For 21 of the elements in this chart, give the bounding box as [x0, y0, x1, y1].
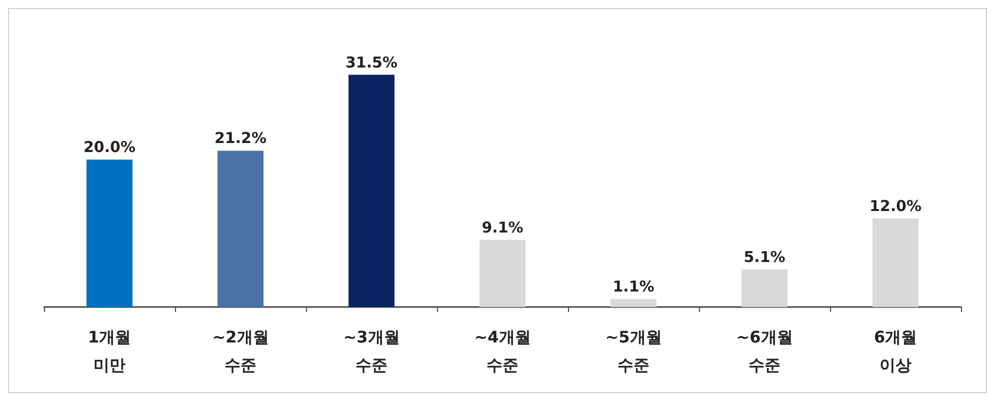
data-label: 12.0% [869, 197, 922, 216]
data-label: 20.0% [83, 138, 136, 156]
bar [480, 240, 526, 307]
bar [872, 218, 918, 307]
x-tick-label: ~3개월 수준 [343, 328, 400, 374]
bar [348, 74, 394, 307]
x-tick-label: ~5개월 수준 [605, 328, 662, 374]
bar [610, 298, 656, 307]
data-label: 21.2% [214, 129, 267, 148]
x-tick-label: ~4개월 수준 [474, 328, 531, 374]
x-tick-label: 1개월 미만 [88, 328, 132, 374]
bar [742, 269, 788, 307]
x-tick-label: 6개월 이상 [874, 328, 918, 374]
data-label: 1.1% [612, 277, 654, 296]
bar [86, 160, 132, 307]
bar [218, 150, 264, 307]
x-tick-label: ~2개월 수준 [212, 328, 269, 374]
x-tick-label: ~6개월 수준 [736, 328, 793, 374]
data-label: 31.5% [345, 53, 398, 72]
data-label: 5.1% [744, 248, 786, 266]
data-label: 9.1% [482, 218, 524, 236]
